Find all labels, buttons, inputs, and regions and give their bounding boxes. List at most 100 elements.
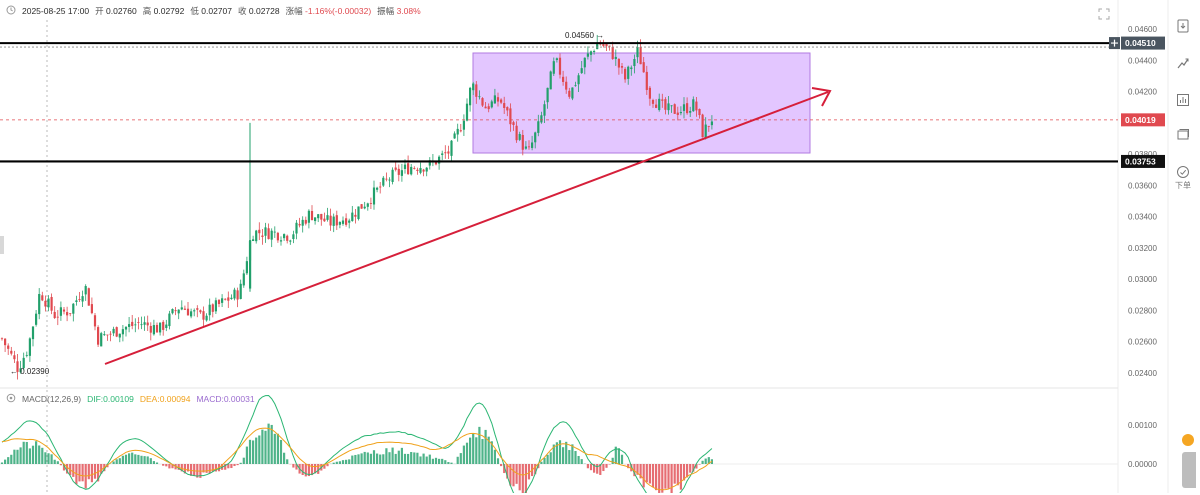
bars-icon[interactable] [1174, 92, 1192, 108]
order-label[interactable]: 下单 [1174, 180, 1192, 191]
change-value: -1.16%(-0.00032) [305, 6, 371, 16]
candle-body [556, 58, 558, 60]
candle-body [602, 44, 604, 46]
left-collapse-handle[interactable] [0, 236, 4, 254]
download-icon[interactable] [1174, 18, 1192, 34]
layers-icon[interactable] [1174, 126, 1192, 142]
macd-bar [44, 452, 46, 464]
candle-body [547, 88, 549, 102]
macd-bar [540, 462, 542, 464]
candle-body [162, 322, 164, 330]
side-panel-handle[interactable] [1182, 452, 1196, 488]
candle-body [708, 126, 710, 127]
macd-bar [326, 464, 328, 466]
candle-body [584, 58, 586, 68]
macd-bar [481, 439, 483, 464]
candle-body [689, 111, 691, 113]
candle-body [550, 72, 552, 90]
macd-bar [475, 437, 477, 464]
macd-bar [698, 464, 700, 465]
candle-body [10, 351, 12, 354]
candle-body [506, 107, 508, 110]
macd-bar [596, 464, 598, 474]
candle-body [94, 315, 96, 326]
change-label: 涨幅 [286, 6, 303, 16]
candle-body [395, 168, 397, 170]
candle-body [683, 104, 685, 111]
candle-body [692, 99, 694, 111]
candle-body [165, 325, 167, 328]
candle-body [416, 170, 418, 171]
candle-body [500, 100, 502, 103]
candle-body [423, 170, 425, 172]
macd-bar [485, 430, 487, 464]
low-value: 0.02707 [201, 6, 232, 16]
candle-body [171, 309, 173, 313]
macd-bar [252, 440, 254, 464]
macd-bar [60, 464, 62, 465]
order-icon[interactable] [1174, 164, 1192, 180]
macd-bar [292, 464, 294, 468]
candle-body [66, 312, 68, 315]
price-tick-label: 0.04400 [1128, 56, 1157, 65]
macd-bar [664, 464, 666, 489]
candle-body [491, 101, 493, 107]
spike-candle-body [249, 240, 251, 288]
macd-bar [119, 458, 121, 464]
macd-bar [206, 464, 208, 473]
price-tick-label: 0.03200 [1128, 244, 1157, 253]
candle-body [227, 297, 229, 300]
price-tick-label: 0.02800 [1128, 306, 1157, 315]
macd-bar [388, 452, 390, 464]
macd-bar [339, 461, 341, 464]
candle-body [503, 103, 505, 108]
candle-body [159, 323, 161, 333]
close-value: 0.02728 [249, 6, 280, 16]
candle-body [571, 87, 573, 98]
macd-bar [407, 454, 409, 464]
fullscreen-icon[interactable] [1098, 8, 1110, 20]
candle-body [562, 77, 564, 82]
macd-bar [605, 464, 607, 468]
candle-body [457, 129, 459, 135]
candle-body [131, 322, 133, 326]
macd-bar [51, 454, 53, 464]
candle-body [388, 180, 390, 181]
macd-bar [209, 464, 211, 473]
candle-body [649, 88, 651, 99]
candle-body [35, 314, 37, 325]
macd-bar [525, 464, 527, 493]
candle-body [633, 59, 635, 66]
candle-body [605, 44, 607, 46]
candle-body [559, 58, 561, 75]
candle-body [640, 47, 642, 64]
candle-body [54, 312, 56, 318]
macd-bar [345, 460, 347, 464]
macd-bar [47, 453, 49, 464]
current-price-box-text: 0.04019 [1125, 115, 1156, 125]
macd-bar [435, 458, 437, 464]
candle-body [13, 355, 15, 359]
candle-body [643, 62, 645, 72]
add-alert-button[interactable] [1109, 37, 1120, 49]
candle-body [460, 130, 462, 131]
candle-body [664, 99, 666, 110]
macd-bar [261, 430, 263, 464]
dea-label: DEA: [140, 394, 160, 404]
notification-badge[interactable] [1182, 434, 1194, 446]
candle-body [345, 218, 347, 225]
macd-bar [283, 453, 285, 464]
open-value: 0.02760 [106, 6, 137, 16]
macd-bar [94, 464, 96, 479]
settings-icon[interactable] [6, 393, 16, 405]
macd-bar [258, 435, 260, 464]
candle-body [351, 213, 353, 221]
trend-icon[interactable] [1174, 55, 1192, 71]
candle-body [60, 307, 62, 316]
macd-bar [643, 464, 645, 487]
high-price-marker: 0.04560 → [565, 31, 604, 40]
macd-bar [268, 424, 270, 464]
candle-body [69, 313, 71, 314]
